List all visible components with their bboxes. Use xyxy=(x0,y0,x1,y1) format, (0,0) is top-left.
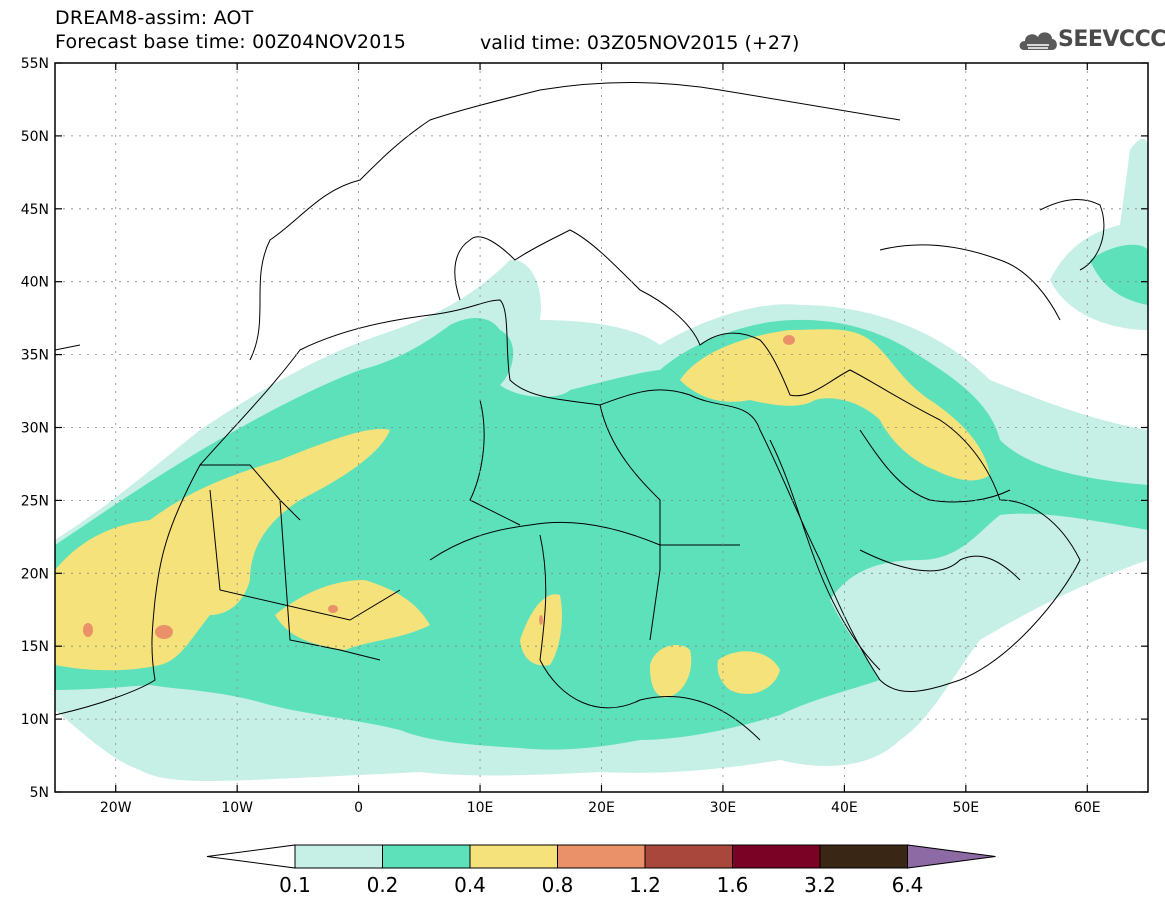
colorbar-swatch xyxy=(819,844,908,869)
colorbar-swatch xyxy=(294,844,383,869)
colorbar-level-label: 3.2 xyxy=(804,873,836,897)
aot-band-0.4-sudan xyxy=(650,645,692,698)
lon-tick-label: 30E xyxy=(710,800,737,816)
aot-band-0.1-east xyxy=(1050,138,1148,330)
map-title: DREAM8-assim: AOT xyxy=(55,7,254,29)
lat-axis: 5N 10N 15N 20N 25N 30N 35N 40N 45N 50N 55N xyxy=(21,56,1148,801)
aot-band-0.8-spot xyxy=(155,625,173,639)
lat-tick-label: 55N xyxy=(21,56,49,72)
lon-tick-label: 20E xyxy=(588,800,615,816)
colorbar-level-label: 1.6 xyxy=(717,873,749,897)
aot-band-0.4-west xyxy=(55,429,390,671)
aot-band-0.4-chad xyxy=(520,594,562,666)
colorbar-swatch xyxy=(382,844,471,869)
colorbar-swatch xyxy=(732,844,821,869)
colorbar-level-label: 0.1 xyxy=(279,873,311,897)
lat-tick-label: 5N xyxy=(30,785,49,801)
lat-tick-label: 35N xyxy=(21,348,49,364)
colorbar-high-arrow xyxy=(907,844,996,869)
lat-tick-label: 50N xyxy=(21,129,49,145)
lon-tick-label: 10W xyxy=(221,800,253,816)
lon-tick-label: 60E xyxy=(1074,800,1101,816)
colorbar: 0.1 0.2 0.4 0.8 1.2 1.6 3.2 6.4 xyxy=(206,844,996,897)
aot-band-0.4-sahel xyxy=(275,580,430,650)
seevccc-cloud-icon xyxy=(1019,32,1057,50)
lat-tick-label: 10N xyxy=(21,712,49,728)
colorbar-level-label: 6.4 xyxy=(892,873,924,897)
lon-tick-label: 10E xyxy=(467,800,494,816)
aot-band-0.4-mideast xyxy=(680,329,990,481)
colorbar-level-label: 0.2 xyxy=(367,873,399,897)
colorbar-swatch xyxy=(469,844,558,869)
lon-tick-label: 0 xyxy=(354,800,363,816)
lat-tick-label: 15N xyxy=(21,639,49,655)
lon-tick-label: 20W xyxy=(100,800,132,816)
coastlines xyxy=(55,82,1105,741)
colorbar-swatch xyxy=(557,844,646,869)
colorbar-level-label: 0.4 xyxy=(454,873,486,897)
aot-band-0.2-east xyxy=(1090,244,1148,305)
aot-band-0.8-spot xyxy=(539,615,543,625)
graticule xyxy=(55,63,1148,792)
lat-tick-label: 20N xyxy=(21,566,49,582)
lat-tick-label: 25N xyxy=(21,493,49,509)
colorbar-low-arrow xyxy=(206,844,296,869)
aot-contours xyxy=(55,138,1148,781)
lon-axis: 20W 10W 0 10E 20E 30E 40E 50E 60E xyxy=(100,63,1101,816)
valid-time-label: valid time: 03Z05NOV2015 (+27) xyxy=(480,32,800,54)
base-time-label: Forecast base time: 00Z04NOV2015 xyxy=(55,31,407,53)
lon-tick-label: 40E xyxy=(831,800,858,816)
lat-tick-label: 40N xyxy=(21,275,49,291)
aot-band-0.8-spot xyxy=(83,623,93,637)
logo-text: SEEVCCC xyxy=(1058,27,1165,52)
lon-tick-label: 50E xyxy=(952,800,979,816)
aot-band-0.8-spot xyxy=(328,605,338,613)
colorbar-level-label: 1.2 xyxy=(629,873,661,897)
aot-band-0.8-spot xyxy=(783,335,795,345)
lat-tick-label: 45N xyxy=(21,202,49,218)
colorbar-level-label: 0.8 xyxy=(542,873,574,897)
colorbar-swatch xyxy=(644,844,733,869)
lat-tick-label: 30N xyxy=(21,421,49,437)
aot-band-0.4-sudan2 xyxy=(717,651,780,694)
